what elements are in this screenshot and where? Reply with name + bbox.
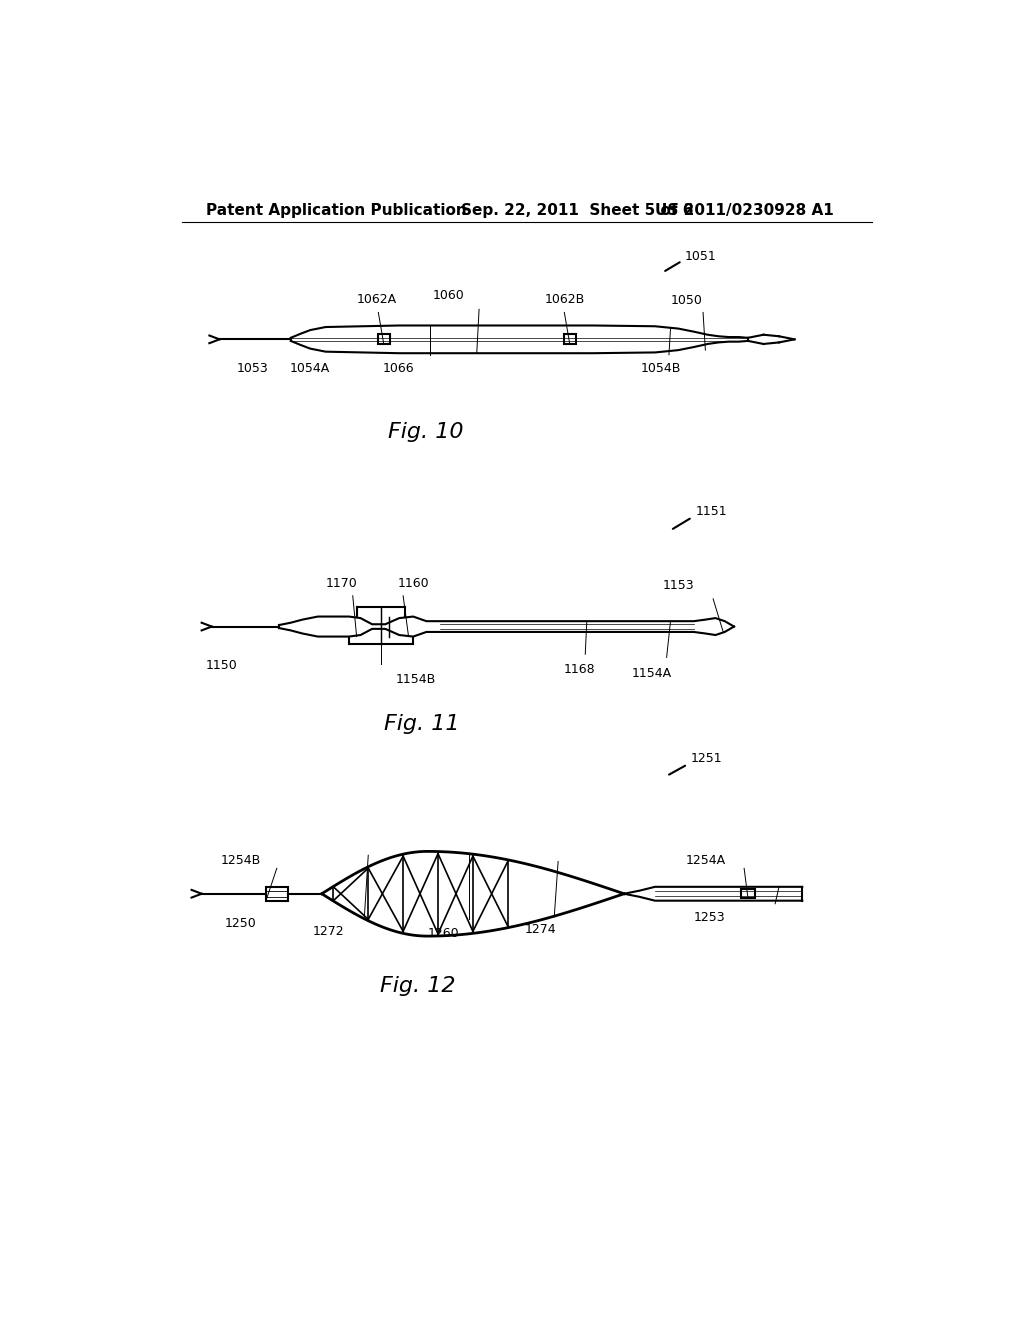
Text: 1272: 1272 bbox=[312, 924, 344, 937]
Text: US 2011/0230928 A1: US 2011/0230928 A1 bbox=[655, 203, 834, 218]
Bar bbox=[378, 334, 390, 345]
Text: 1160: 1160 bbox=[397, 577, 429, 590]
Text: 1153: 1153 bbox=[663, 579, 694, 591]
Text: 1260: 1260 bbox=[428, 927, 460, 940]
Text: 1274: 1274 bbox=[524, 923, 556, 936]
Text: 1150: 1150 bbox=[206, 659, 238, 672]
Text: Fig. 10: Fig. 10 bbox=[388, 422, 463, 442]
Text: 1062A: 1062A bbox=[356, 293, 396, 306]
Text: 1062B: 1062B bbox=[545, 293, 585, 306]
Text: 1254B: 1254B bbox=[221, 854, 261, 867]
Text: Fig. 11: Fig. 11 bbox=[384, 714, 459, 734]
Text: 1060: 1060 bbox=[432, 289, 464, 302]
Text: 1254A: 1254A bbox=[686, 854, 726, 867]
Bar bbox=[563, 334, 575, 345]
Text: 1066: 1066 bbox=[382, 363, 414, 375]
Text: 1170: 1170 bbox=[326, 577, 357, 590]
Text: 1251: 1251 bbox=[690, 752, 722, 766]
Text: Fig. 12: Fig. 12 bbox=[380, 977, 456, 997]
Text: 1151: 1151 bbox=[695, 506, 727, 519]
Text: 1250: 1250 bbox=[225, 917, 257, 929]
Text: 1054A: 1054A bbox=[289, 363, 330, 375]
Text: Patent Application Publication: Patent Application Publication bbox=[206, 203, 466, 218]
Text: 1253: 1253 bbox=[693, 911, 725, 924]
Text: Sep. 22, 2011  Sheet 5 of 6: Sep. 22, 2011 Sheet 5 of 6 bbox=[461, 203, 693, 218]
Bar bbox=[741, 890, 755, 899]
Text: 1053: 1053 bbox=[237, 363, 268, 375]
Bar bbox=[266, 887, 288, 900]
Text: 1154B: 1154B bbox=[395, 673, 435, 686]
Text: 1050: 1050 bbox=[671, 294, 702, 308]
Text: 1154A: 1154A bbox=[632, 667, 672, 680]
Text: 1168: 1168 bbox=[563, 663, 595, 676]
Text: 1054B: 1054B bbox=[641, 363, 681, 375]
Text: 1051: 1051 bbox=[684, 249, 716, 263]
